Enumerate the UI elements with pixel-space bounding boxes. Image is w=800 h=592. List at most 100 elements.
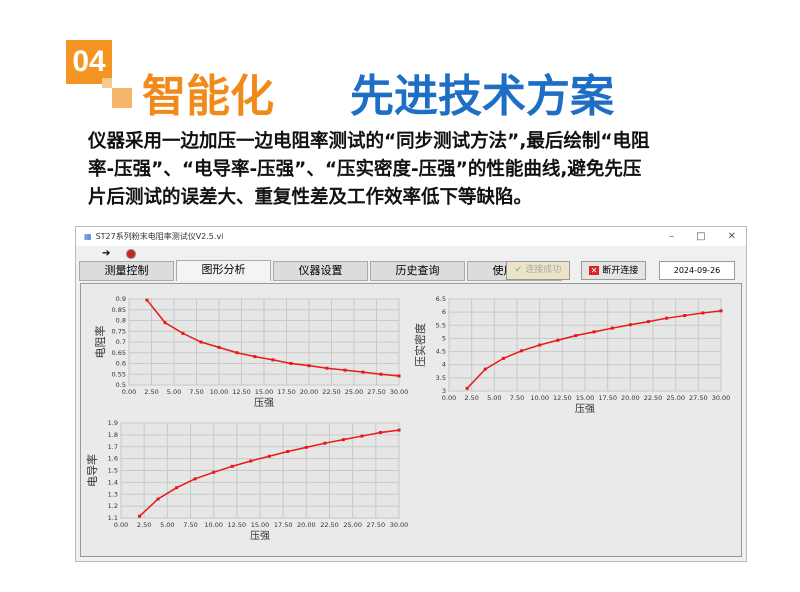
data-point bbox=[138, 514, 142, 518]
data-point bbox=[378, 431, 382, 434]
y-tick-label: 1.4 bbox=[108, 478, 118, 486]
stop-icon[interactable] bbox=[126, 248, 137, 259]
data-point bbox=[156, 497, 160, 501]
data-point bbox=[397, 428, 401, 432]
data-point bbox=[701, 311, 705, 315]
data-point bbox=[361, 370, 365, 374]
data-point bbox=[683, 314, 687, 318]
arrow-right-icon[interactable]: ➔ bbox=[102, 248, 111, 259]
data-point bbox=[483, 367, 487, 371]
y-axis-label: 电导率 bbox=[85, 454, 99, 487]
x-tick-label: 22.50 bbox=[320, 521, 339, 529]
data-point bbox=[304, 445, 308, 449]
x-tick-label: 12.50 bbox=[232, 388, 251, 396]
x-tick-label: 0.00 bbox=[442, 394, 456, 402]
toolbar: ➔ bbox=[76, 246, 746, 261]
data-point bbox=[610, 326, 614, 330]
data-point bbox=[212, 470, 216, 474]
section-number-badge: 04 bbox=[66, 40, 112, 84]
x-tick-label: 12.50 bbox=[553, 394, 572, 402]
x-tick-label: 5.00 bbox=[160, 521, 174, 529]
connect-status-button[interactable]: ✔ 连接成功 bbox=[506, 261, 570, 280]
data-point bbox=[325, 366, 329, 370]
data-point bbox=[199, 340, 203, 344]
data-point bbox=[163, 321, 167, 325]
x-tick-label: 17.50 bbox=[598, 394, 617, 402]
data-point bbox=[574, 334, 578, 338]
y-tick-label: 1.3 bbox=[108, 490, 118, 498]
title-bar: ▦ ST27系列粉末电阻率测试仪V2.5.vi – □ ✕ bbox=[76, 227, 746, 246]
tab-instrument-settings[interactable]: 仪器设置 bbox=[273, 261, 368, 281]
minimize-button[interactable]: – bbox=[669, 231, 675, 242]
y-tick-label: 0.8 bbox=[116, 317, 126, 325]
y-tick-label: 0.75 bbox=[112, 327, 126, 335]
data-point bbox=[628, 323, 632, 327]
x-tick-label: 10.00 bbox=[530, 394, 549, 402]
x-tick-label: 22.50 bbox=[322, 388, 341, 396]
maximize-button[interactable]: □ bbox=[696, 231, 706, 242]
data-point bbox=[592, 330, 596, 334]
y-tick-label: 5.5 bbox=[436, 321, 446, 329]
data-point bbox=[646, 320, 650, 324]
badge-decoration bbox=[112, 88, 132, 108]
y-tick-label: 1.9 bbox=[108, 419, 118, 427]
x-tick-label: 2.50 bbox=[137, 521, 151, 529]
x-tick-label: 20.00 bbox=[621, 394, 640, 402]
connect-status-label: 连接成功 bbox=[525, 265, 562, 275]
y-tick-label: 6.5 bbox=[436, 295, 446, 303]
x-tick-label: 2.50 bbox=[144, 388, 158, 396]
y-tick-label: 1.1 bbox=[108, 514, 118, 522]
x-tick-label: 27.50 bbox=[689, 394, 708, 402]
data-point bbox=[665, 316, 669, 320]
x-tick-label: 7.50 bbox=[183, 521, 197, 529]
y-tick-label: 4.5 bbox=[436, 348, 446, 356]
datetime-display: 2024-09-26 09:31:37 bbox=[659, 261, 735, 292]
y-tick-label: 1.6 bbox=[108, 455, 118, 463]
x-tick-label: 20.00 bbox=[300, 388, 319, 396]
description-line: 仪器采用一边加压一边电阻率测试的“同步测试方法”,最后绘制“电阻 bbox=[88, 131, 650, 152]
x-tick-label: 5.00 bbox=[487, 394, 501, 402]
x-tick-label: 15.00 bbox=[255, 388, 274, 396]
data-point bbox=[341, 438, 345, 442]
x-tick-label: 30.00 bbox=[712, 394, 731, 402]
x-tick-label: 15.00 bbox=[576, 394, 595, 402]
tab-measure-control[interactable]: 测量控制 bbox=[79, 261, 174, 281]
data-point bbox=[556, 338, 560, 342]
y-tick-label: 0.55 bbox=[112, 370, 126, 378]
description-line: 片后测试的误差大、重复性差及工作效率低下等缺陷。 bbox=[88, 187, 533, 208]
y-tick-label: 1.2 bbox=[108, 502, 118, 510]
x-tick-label: 25.00 bbox=[343, 521, 362, 529]
data-point bbox=[181, 331, 185, 335]
data-point bbox=[323, 441, 327, 445]
data-point bbox=[267, 454, 271, 458]
x-axis-label: 压强 bbox=[254, 397, 274, 409]
close-button[interactable]: ✕ bbox=[727, 231, 736, 242]
tab-graph-analysis[interactable]: 图形分析 bbox=[176, 260, 271, 281]
x-tick-label: 20.00 bbox=[297, 521, 316, 529]
badge-decoration bbox=[102, 78, 112, 88]
data-point bbox=[397, 374, 401, 378]
window-title: ST27系列粉末电阻率测试仪V2.5.vi bbox=[95, 232, 224, 241]
data-point bbox=[719, 309, 723, 313]
charts-canvas: 0.00 2.50 5.00 7.50 10.00 12.50 15.00 17.50 20.0… bbox=[85, 295, 731, 542]
data-point bbox=[230, 464, 234, 468]
graph-panel: 0.00 2.50 5.00 7.50 10.00 12.50 15.00 17.50 20.0… bbox=[80, 283, 742, 557]
y-tick-label: 4 bbox=[442, 361, 446, 369]
data-point bbox=[271, 358, 275, 362]
x-tick-label: 15.00 bbox=[251, 521, 270, 529]
x-tick-label: 2.50 bbox=[464, 394, 478, 402]
disconnect-label: 断开连接 bbox=[602, 266, 639, 276]
x-tick-label: 22.50 bbox=[644, 394, 663, 402]
disconnect-button[interactable]: ✕ 断开连接 bbox=[581, 261, 646, 280]
data-point bbox=[307, 364, 311, 368]
x-tick-label: 27.50 bbox=[367, 521, 386, 529]
x-tick-label: 5.00 bbox=[167, 388, 181, 396]
app-icon: ▦ bbox=[84, 232, 92, 241]
data-point bbox=[538, 343, 542, 347]
x-tick-label: 27.50 bbox=[367, 388, 386, 396]
x-tick-label: 25.00 bbox=[666, 394, 685, 402]
y-tick-label: 6 bbox=[442, 308, 446, 316]
y-tick-label: 0.9 bbox=[116, 295, 126, 303]
y-axis-label: 电阻率 bbox=[93, 326, 107, 359]
tab-history[interactable]: 历史查询 bbox=[370, 261, 465, 281]
